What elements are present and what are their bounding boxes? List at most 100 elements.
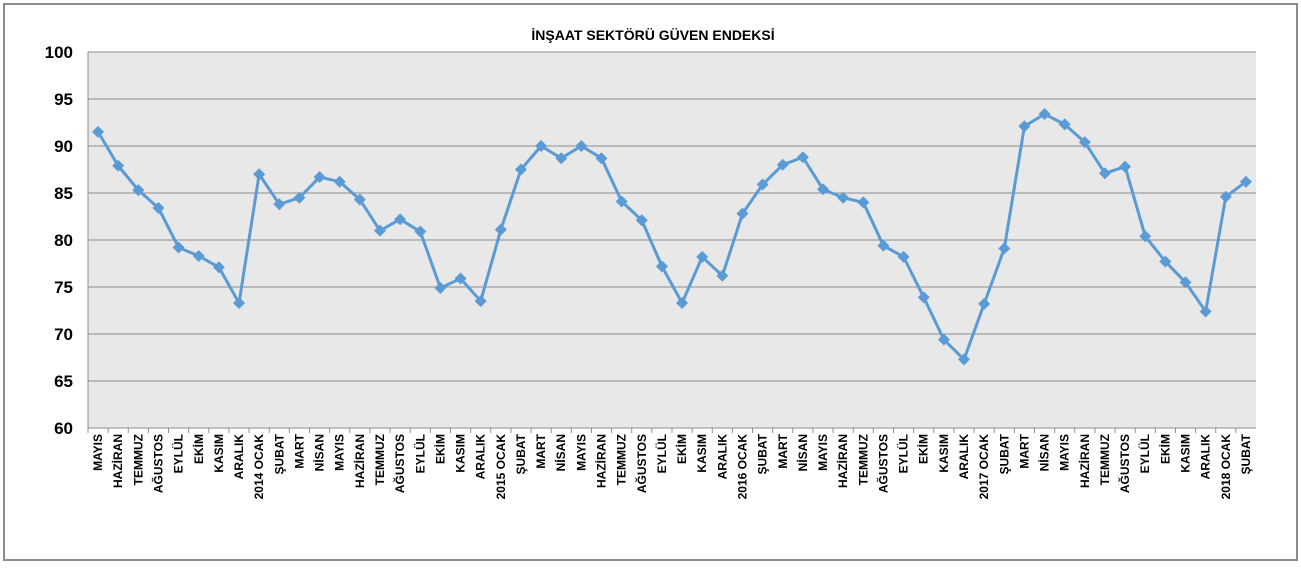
marker [152, 202, 165, 215]
x-tick-label: MART [534, 433, 548, 468]
marker [1139, 230, 1152, 243]
marker [434, 281, 447, 294]
x-tick-label: TEMMUZ [1098, 434, 1112, 485]
marker [233, 296, 246, 309]
x-tick-label: MAYIS [574, 434, 588, 471]
x-tick-label: EYLÜL [171, 434, 186, 473]
marker [1058, 118, 1071, 131]
y-tick-label: 85 [54, 184, 73, 203]
x-tick-label: ŞUBAT [514, 433, 528, 474]
marker [958, 353, 970, 366]
x-tick-label: KASIM [695, 434, 709, 473]
marker [1239, 175, 1252, 188]
x-tick-label: NİSAN [795, 434, 810, 471]
x-tick-label: EYLÜL [1137, 434, 1152, 473]
marker [1179, 276, 1192, 289]
x-tick-label: HAZİRAN [110, 434, 125, 488]
x-tick-label: TEMMUZ [856, 434, 870, 485]
x-tick-label: 2018 OCAK [1219, 434, 1233, 500]
marker [293, 191, 306, 204]
x-tick-label: KASIM [454, 434, 468, 473]
marker [817, 183, 830, 196]
marker [333, 175, 346, 188]
x-tick-label: TEMMUZ [373, 434, 387, 485]
chart-title: İNŞAAT SEKTÖRÜ GÜVEN ENDEKSİ [531, 27, 774, 43]
y-tick-label: 95 [54, 90, 73, 109]
x-tick-label: AĞUSTOS [875, 434, 890, 493]
marker [937, 333, 950, 346]
marker [273, 198, 286, 211]
x-tick-label: EKİM [432, 434, 447, 464]
x-tick-label: MAYIS [816, 434, 830, 471]
marker [756, 178, 769, 191]
marker [655, 260, 668, 273]
marker [212, 261, 225, 274]
marker [414, 225, 427, 238]
x-tick-label: EKİM [674, 434, 689, 464]
marker [736, 207, 749, 220]
x-tick-label: MAYIS [91, 434, 105, 471]
y-tick-label: 70 [54, 325, 73, 344]
x-tick-label: HAZİRAN [352, 434, 367, 488]
x-tick-label: ŞUBAT [272, 433, 286, 474]
marker [353, 193, 366, 206]
y-tick-label: 60 [54, 419, 73, 438]
marker [394, 213, 407, 226]
y-tick-label: 90 [54, 137, 73, 156]
x-tick-label: AĞUSTOS [634, 434, 649, 493]
x-tick-label: NİSAN [553, 434, 568, 471]
marker [1018, 120, 1031, 133]
marker [877, 239, 890, 252]
x-tick-label: 2016 OCAK [735, 434, 749, 500]
marker [535, 140, 548, 152]
x-tick-label: NİSAN [1037, 434, 1052, 471]
marker [92, 125, 105, 138]
x-tick-label: ARALIK [474, 434, 488, 480]
marker [1119, 160, 1132, 173]
x-tick-label: KASIM [212, 434, 226, 473]
x-tick-label: ŞUBAT [997, 433, 1011, 474]
x-tick-label: MART [1017, 433, 1031, 468]
x-tick-label: MART [776, 433, 790, 468]
marker [716, 269, 729, 282]
x-tick-label: ŞUBAT [756, 433, 770, 474]
marker [192, 249, 205, 262]
marker [1078, 136, 1091, 149]
x-tick-label: AĞUSTOS [392, 434, 407, 493]
marker [172, 241, 185, 254]
marker [575, 140, 588, 152]
marker [474, 295, 487, 308]
line [96, 112, 1247, 363]
marker [1159, 255, 1172, 268]
marker [514, 163, 527, 176]
x-tick-label: TEMMUZ [131, 434, 145, 485]
marker [615, 195, 628, 208]
x-tick-label: 2017 OCAK [977, 434, 991, 500]
y-tick-label: 75 [54, 278, 73, 297]
x-tick-label: HAZİRAN [594, 434, 609, 488]
x-tick-label: ARALIK [715, 434, 729, 480]
x-tick-label: NİSAN [312, 434, 327, 471]
x-tick-label: KASIM [1179, 434, 1193, 473]
x-tick-label: ARALIK [1199, 434, 1213, 480]
marker [676, 296, 689, 309]
x-tick-label: ŞUBAT [1239, 433, 1253, 474]
marker [595, 152, 608, 165]
x-tick-label: EKİM [1157, 434, 1172, 464]
marker [776, 158, 789, 171]
x-tick-label: MAYIS [1058, 434, 1072, 471]
x-tick-label: AĞUSTOS [1117, 434, 1132, 493]
y-tick-label: 65 [54, 372, 73, 391]
x-tick-label: KASIM [937, 434, 951, 473]
marker [555, 152, 568, 165]
marker [374, 224, 386, 237]
marker [1098, 167, 1111, 180]
marker [132, 184, 145, 197]
x-tick-label: MART [292, 433, 306, 468]
x-tick-label: HAZİRAN [835, 434, 850, 488]
x-tick-label: MAYIS [333, 434, 347, 471]
x-tick-label: AĞUSTOS [150, 434, 165, 493]
x-tick-label: EKİM [916, 434, 931, 464]
x-tick-label: HAZİRAN [1077, 434, 1092, 488]
